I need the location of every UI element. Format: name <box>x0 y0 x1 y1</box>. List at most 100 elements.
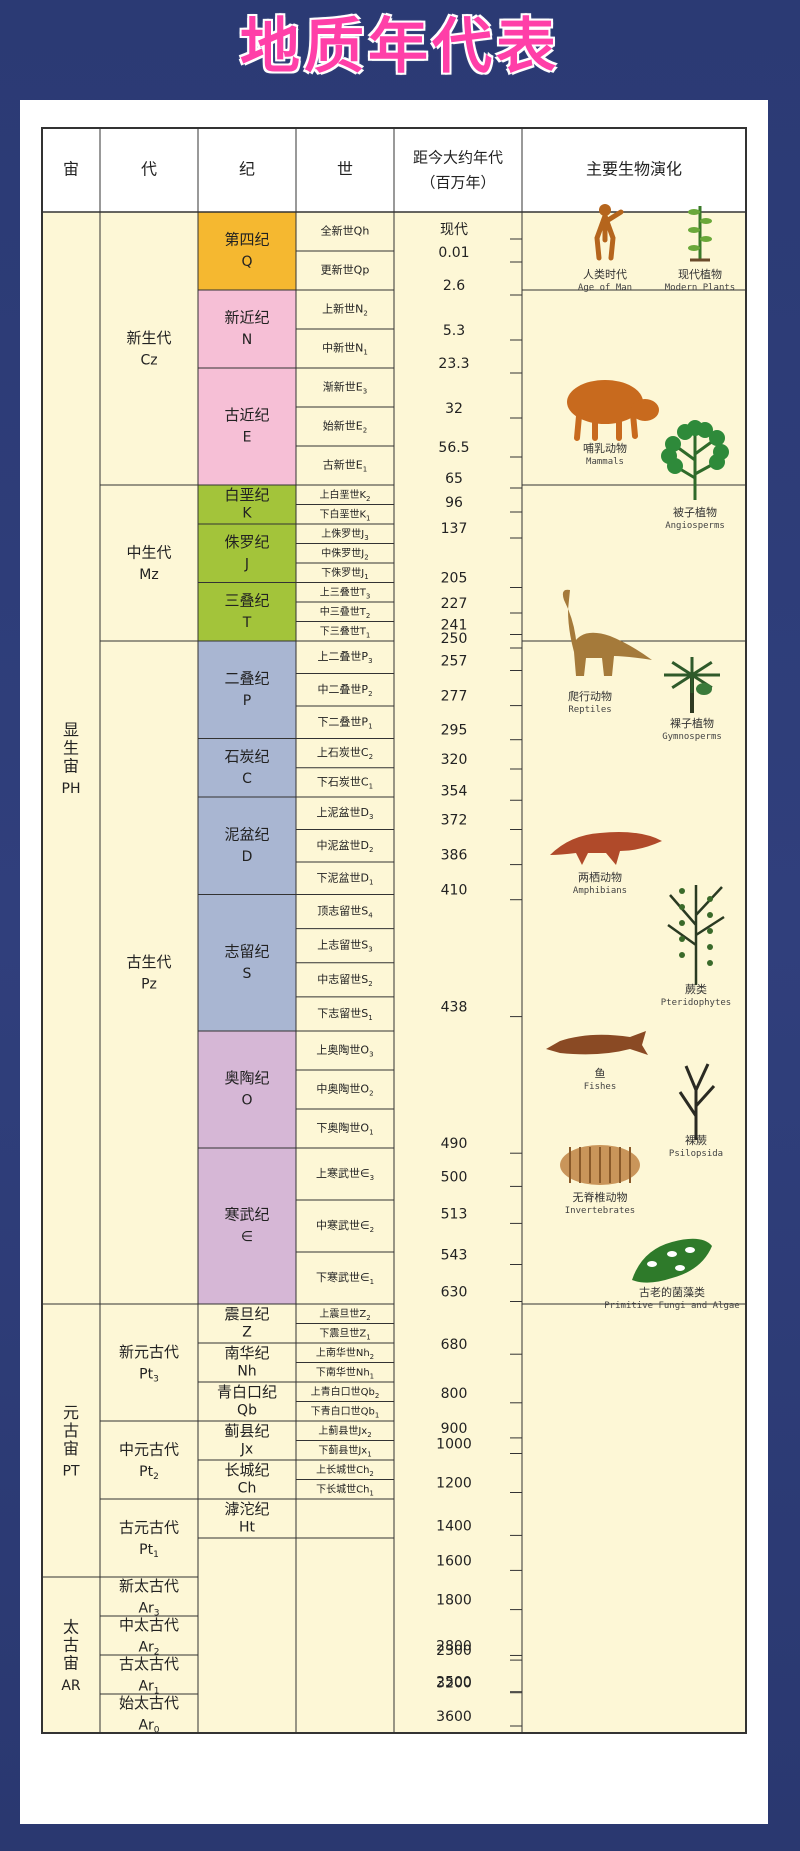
age-label: 372 <box>441 813 468 829</box>
life-name: 裸子植物 <box>670 716 714 730</box>
age-label: 3200 <box>436 1676 472 1692</box>
plant-leaf <box>688 227 700 233</box>
period-cell <box>198 290 296 368</box>
epoch-name: 中侏罗世J2 <box>321 546 368 561</box>
period-code: D <box>242 849 253 865</box>
age-label: 438 <box>441 1000 468 1016</box>
table-canvas: 宙代纪世距今大约年代（百万年）主要生物演化显生宙PH元古宙PT太古宙AR新生代C… <box>41 127 747 1736</box>
eon-name-char: 显 <box>63 721 79 740</box>
epoch-name: 下志留世S1 <box>317 1007 372 1022</box>
life-name-en: Amphibians <box>573 886 627 896</box>
age-label: 680 <box>441 1337 468 1353</box>
age-label: 2500 <box>436 1675 472 1691</box>
life-name: 蕨类 <box>685 982 707 996</box>
plant-leaf <box>700 218 712 224</box>
period-code: N <box>242 332 252 348</box>
epoch-name: 下寒武世∈1 <box>316 1270 374 1286</box>
period-cell <box>198 738 296 797</box>
period-cell <box>198 485 296 524</box>
age-label: 2.6 <box>443 278 465 294</box>
life-name: 鱼 <box>595 1066 606 1080</box>
human-head <box>599 204 611 216</box>
age-label: 354 <box>441 783 468 799</box>
cycad-frond <box>691 661 713 677</box>
period-name: 古近纪 <box>224 406 269 424</box>
fish-icon <box>546 1031 648 1055</box>
epoch-name: 上震旦世Z2 <box>319 1308 370 1322</box>
period-name: 南华纪 <box>224 1344 269 1362</box>
angiosperm-icon <box>661 420 729 500</box>
amphibian-icon <box>550 832 662 865</box>
age-label: 32 <box>445 401 463 417</box>
algae-icon <box>632 1238 712 1283</box>
epoch-name: 下三叠世T1 <box>320 625 371 639</box>
eon-name-char: 太 <box>63 1618 79 1637</box>
age-label: 2300 <box>436 1643 472 1659</box>
period-code: J <box>244 556 249 572</box>
period-code: O <box>241 1093 252 1109</box>
epoch-name: 下白垩世K1 <box>319 507 370 522</box>
epoch-name: 下震旦世Z1 <box>319 1327 370 1341</box>
angiosperm-stem <box>672 430 718 500</box>
eon-code: AR <box>61 1678 81 1694</box>
period-name: 白垩纪 <box>224 486 269 504</box>
epoch-name: 全新世Qh <box>321 224 370 238</box>
human-icon <box>594 204 624 261</box>
age-label: 3600 <box>436 1709 472 1725</box>
epoch-name: 下二叠世P1 <box>317 715 372 730</box>
fern-leaf <box>679 904 685 910</box>
header-epoch: 世 <box>337 160 353 179</box>
period-name: 蓟县纪 <box>224 1422 269 1440</box>
age-label: 1000 <box>436 1437 472 1453</box>
age-label: 1800 <box>436 1593 472 1609</box>
period-code: Q <box>241 254 252 270</box>
period-code: Ch <box>238 1481 257 1497</box>
fern-icon <box>667 885 725 985</box>
era-code: Ar2 <box>138 1640 159 1658</box>
eon-name-char: 古 <box>63 1636 79 1655</box>
period-cell <box>198 1031 296 1148</box>
period-name: 新近纪 <box>224 309 269 327</box>
period-cell <box>198 368 296 485</box>
fern-leaf <box>707 896 713 902</box>
angiosperm-leaf <box>713 444 729 460</box>
period-code: S <box>243 966 252 982</box>
life-name: 裸蕨 <box>685 1133 707 1147</box>
epoch-name: 下南华世Nh1 <box>316 1365 374 1380</box>
eon-name-char: 古 <box>63 1421 79 1440</box>
period-cell <box>198 641 296 739</box>
angiosperm-leaf <box>677 424 693 440</box>
epoch-name: 上青白口世Qb2 <box>311 1385 380 1400</box>
era-code: Mz <box>139 567 158 583</box>
algae-spot <box>685 1247 695 1253</box>
age-label: 1400 <box>436 1518 472 1534</box>
age-label: 900 <box>441 1421 468 1437</box>
age-label: 490 <box>441 1136 468 1152</box>
era-code: Ar0 <box>138 1718 159 1736</box>
age-label: 现代 <box>440 222 468 238</box>
epoch-name: 渐新世E3 <box>323 380 367 396</box>
fern-leaf <box>707 944 713 950</box>
epoch-name: 下石炭世C1 <box>317 775 373 790</box>
life-name-en: Gymnosperms <box>662 732 722 742</box>
page-title: 地质年代表 <box>240 12 560 82</box>
age-label: 543 <box>441 1248 468 1264</box>
life-name-en: Invertebrates <box>565 1206 635 1216</box>
life-name-en: Age of Man <box>578 283 632 293</box>
epoch-name: 始新世E2 <box>323 419 367 435</box>
plant-leaf <box>688 245 700 251</box>
era-name: 新生代 <box>126 329 171 347</box>
age-label: 410 <box>441 883 468 899</box>
era-name: 新元古代 <box>119 1343 179 1361</box>
period-name: 第四纪 <box>224 231 269 249</box>
era-name: 中元古代 <box>119 1441 179 1459</box>
epoch-name: 上长城世Ch2 <box>316 1464 374 1478</box>
period-code: T <box>242 615 252 631</box>
header-era: 代 <box>141 160 157 179</box>
age-label: 2800 <box>436 1638 472 1654</box>
epoch-name: 古新世E1 <box>323 458 367 474</box>
era-code: Cz <box>140 353 157 369</box>
epoch-name: 下蓟县世Jx1 <box>318 1443 371 1458</box>
epoch-name: 中奥陶世O2 <box>316 1082 373 1098</box>
age-label: 257 <box>441 654 468 670</box>
